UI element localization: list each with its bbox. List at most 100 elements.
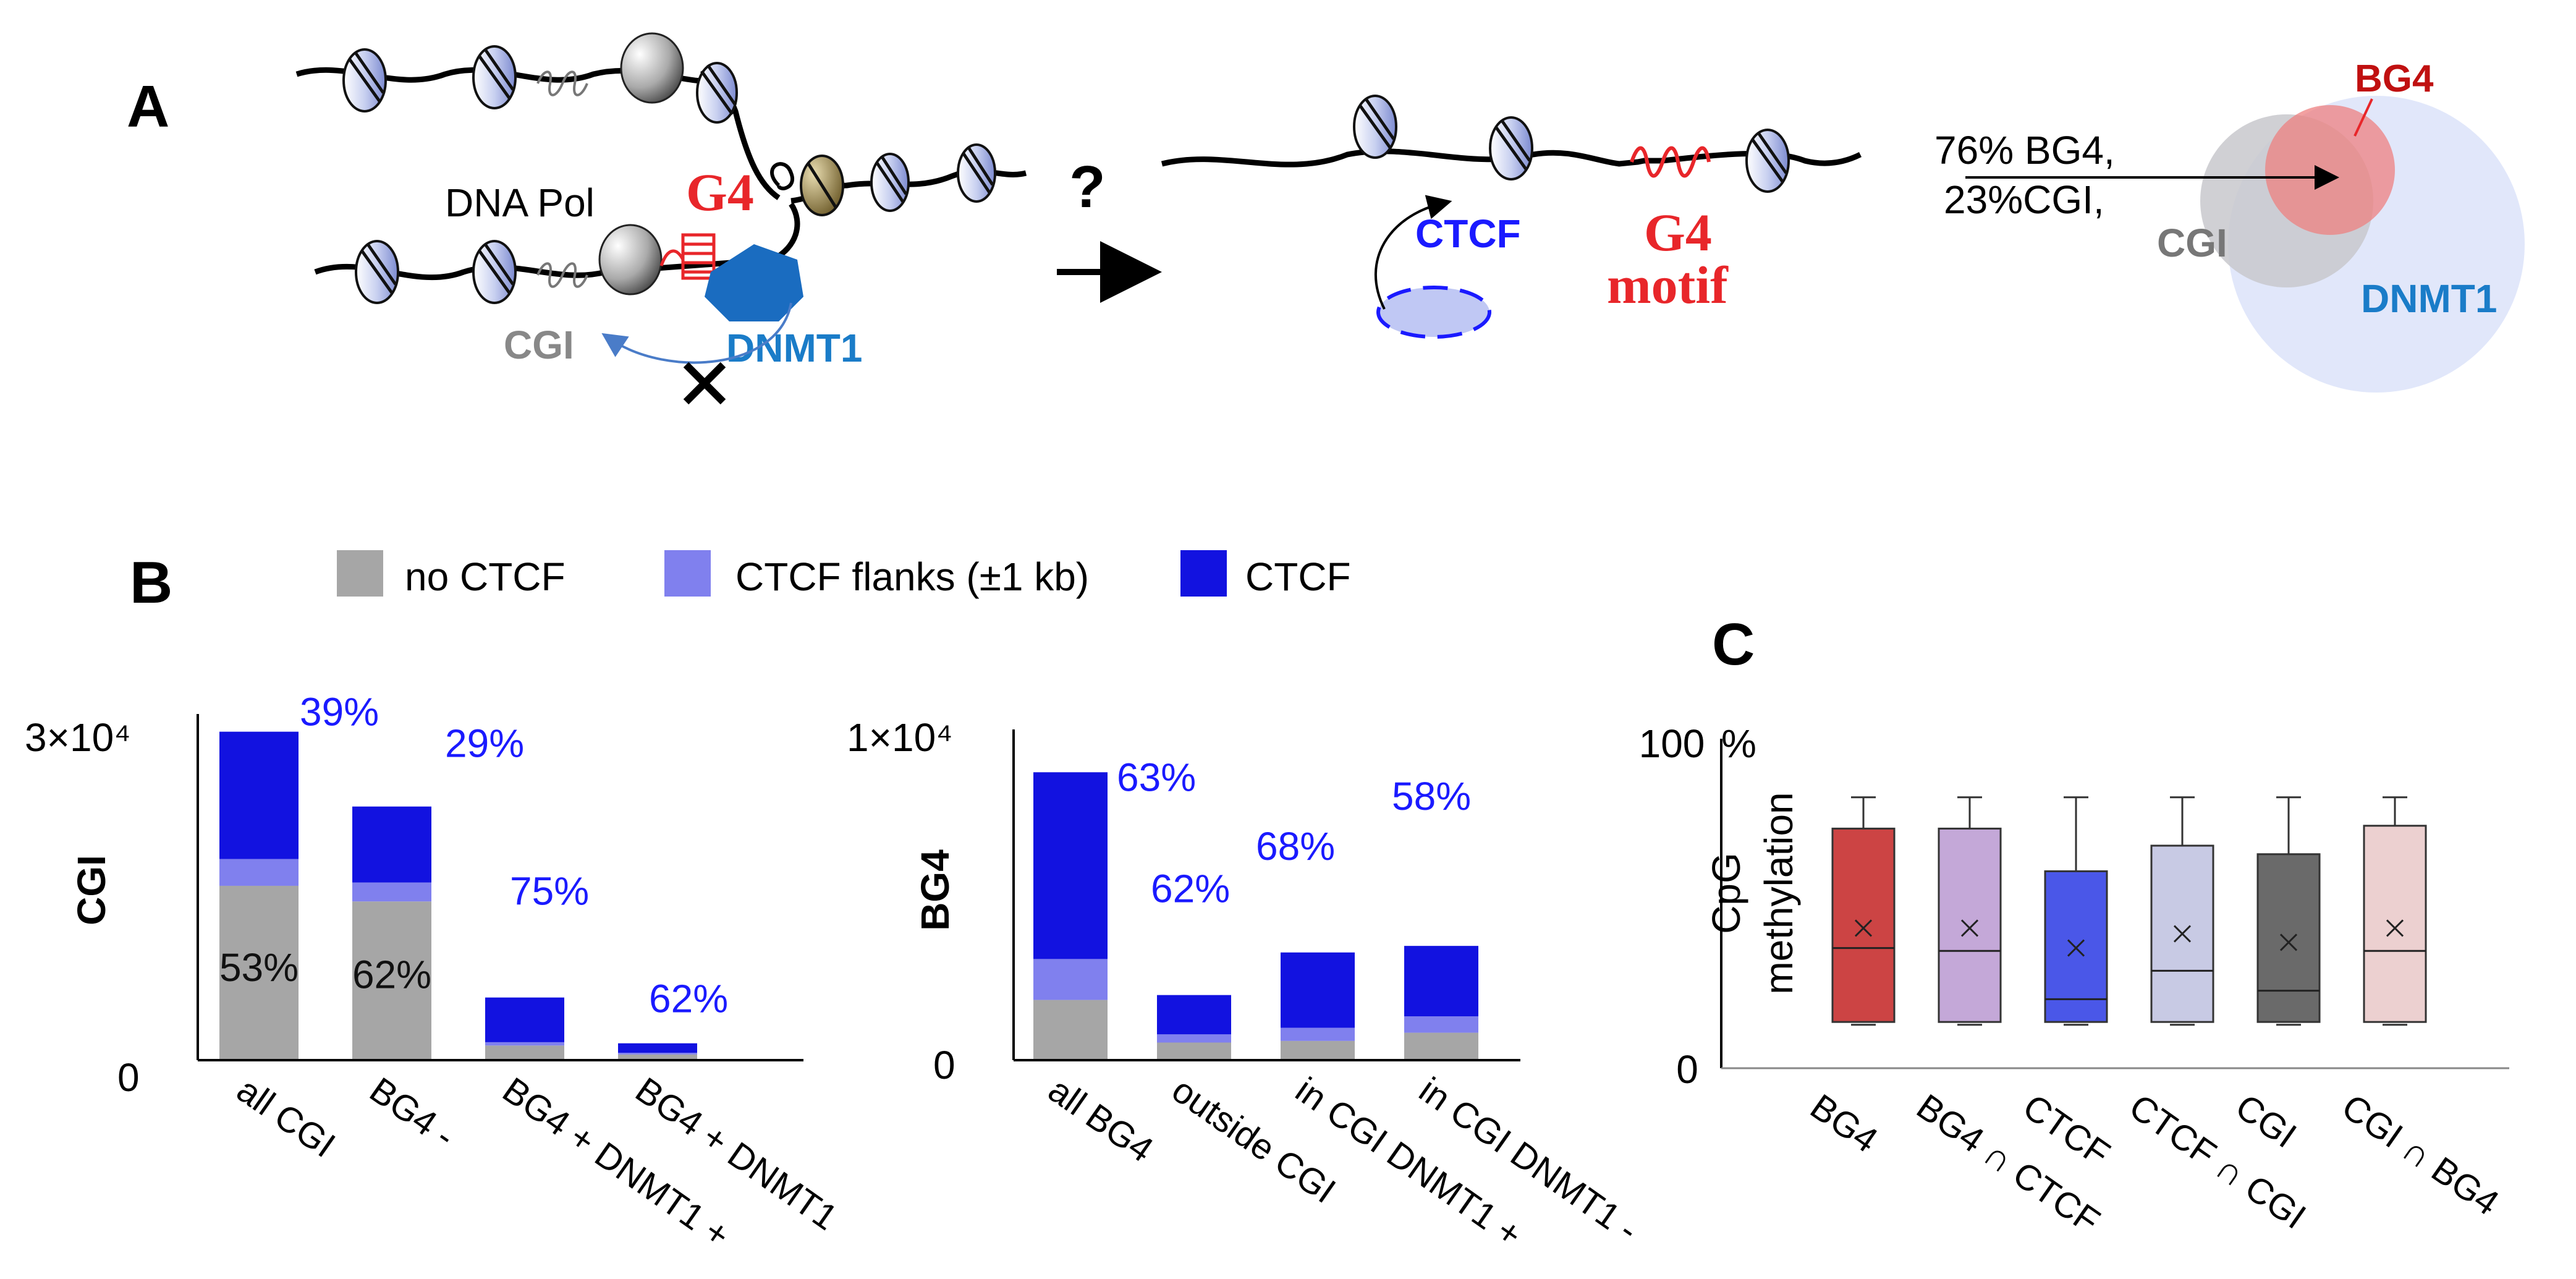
bar-pct-label: 29%	[445, 721, 524, 766]
dnmt1-protein-icon	[705, 244, 803, 321]
g4-motif-label-2: motif	[1607, 255, 1729, 315]
ctcf-label: CTCF	[1415, 211, 1521, 256]
legend-label-ctcf-flanks: CTCF flanks (±1 kb)	[735, 555, 1089, 599]
nucleosome-icon	[957, 143, 996, 203]
bar-pct-label: 62%	[649, 977, 728, 1021]
bar-pct-label: 58%	[1392, 774, 1471, 818]
x-tick-label: all CGI	[230, 1069, 342, 1165]
bar-ctcf-flanks-1-kb--4	[1404, 1016, 1478, 1033]
box-mean-marker	[2067, 939, 2085, 957]
x-tick-label: BG4 + DNMT1 +	[496, 1069, 737, 1256]
bar-no-ctcf-3	[1281, 1040, 1355, 1059]
panel-a-label: A	[127, 74, 169, 140]
venn-bg4-leader	[2354, 98, 2373, 137]
box-mean-marker	[2173, 925, 2192, 943]
bar-ctcf-4	[618, 1043, 697, 1053]
bar-ctcf-flanks-1-kb--2	[352, 882, 431, 902]
box-5	[2256, 853, 2321, 1023]
box-6	[2363, 825, 2427, 1023]
bar-no-ctcf-2	[352, 901, 431, 1059]
bar-ctcf-flanks-1-kb--3	[1281, 1027, 1355, 1041]
venn-stat-line1: 76% BG4,	[1934, 128, 2115, 172]
x-tick-label: BG4 -	[363, 1069, 462, 1156]
cross-icon	[683, 362, 726, 405]
nucleosome-icon	[1489, 116, 1533, 181]
bar-ctcf-4	[1404, 946, 1478, 1017]
chart-bg4-y-label: BG4	[913, 849, 957, 931]
box-2	[1938, 827, 2002, 1023]
dna-loop-icon	[770, 162, 794, 190]
g4-structure-icon	[659, 233, 716, 280]
x-tick-label: BG4 ∩ CTCF	[1910, 1086, 2108, 1241]
chart-methylation-ytick-max: 100	[1639, 721, 1705, 766]
venn-bg4-label: BG4	[2355, 57, 2434, 100]
chart-bg4-ytick-max: 1×10⁴	[847, 715, 953, 760]
chart-cgi-ytick-zero: 0	[117, 1055, 140, 1100]
bar-ctcf-flanks-1-kb--1	[1033, 959, 1108, 1000]
nucleosome-icon	[342, 48, 387, 113]
chart-methylation-y-label-2: methylation	[1756, 792, 1801, 994]
bar-ctcf-flanks-1-kb--3	[485, 1042, 564, 1046]
bar-pct-label: 68%	[1256, 824, 1335, 869]
chart-cgi: 3×10⁴ 0 CGI 39% 53% all CGI 29% 62% BG4 - 75% B…	[25, 690, 845, 1256]
box-mean-marker	[1854, 919, 1873, 937]
nucleosome-icon	[800, 155, 844, 216]
x-tick-label: in CGI DNMT1 +	[1289, 1069, 1530, 1255]
bar-pct-label: 39%	[300, 690, 379, 734]
nucleosome-icon	[355, 240, 399, 304]
bar-no-ctcf-3	[485, 1045, 564, 1059]
box-mean-marker	[2279, 933, 2298, 951]
cgi-label: CGI	[504, 323, 574, 367]
chart-methylation: 100 % 0 CpG methylation BG4 BG4 ∩ CTCFCTC…	[1639, 721, 2509, 1241]
dna-strand-top	[295, 67, 781, 200]
bar-ctcf-1	[219, 731, 299, 859]
bar-ctcf-1	[1033, 772, 1108, 959]
dna-strand-middle	[1161, 148, 1862, 168]
dna-pol-label: DNA Pol	[445, 181, 595, 225]
bar-no-ctcf-1	[219, 885, 299, 1059]
nucleosome-icon	[696, 62, 738, 124]
bar-inner-pct-label: 62%	[352, 952, 431, 996]
ctcf-recruit-arrow	[1374, 195, 1452, 310]
chart-methylation-y-label-1: CpG	[1704, 852, 1748, 934]
chart-bg4-ytick-zero: 0	[933, 1043, 955, 1087]
box-3	[2044, 870, 2108, 1023]
legend-swatch-no-ctcf	[337, 550, 383, 597]
nucleosome-icon	[1745, 129, 1790, 193]
x-tick-label: BG4	[1803, 1086, 1885, 1160]
legend-swatch-ctcf	[1180, 550, 1227, 597]
g4-motif-label-1: G4	[1644, 203, 1712, 262]
venn-dnmt1-label: DNMT1	[2361, 276, 2497, 321]
dna-polymerase-icon	[598, 224, 663, 295]
x-tick-label: all BG4	[1041, 1069, 1161, 1170]
venn-bg4-circle	[2265, 105, 2395, 235]
nucleosome-icon	[870, 153, 910, 212]
bar-ctcf-3	[1281, 952, 1355, 1028]
bar-ctcf-3	[485, 997, 564, 1042]
chart-cgi-y-label: CGI	[69, 855, 114, 925]
box-mean-marker	[2386, 919, 2404, 937]
ctcf-binding-oval	[1376, 286, 1491, 339]
dnmt1-label: DNMT1	[726, 326, 862, 370]
bar-pct-label: 63%	[1117, 755, 1196, 799]
legend-label-ctcf: CTCF	[1245, 555, 1351, 599]
venn-stat-line2: 23%CGI,	[1944, 177, 2104, 222]
bar-pct-label: 62%	[1151, 867, 1230, 911]
legend: no CTCF CTCF flanks (±1 kb) CTCF	[337, 550, 1351, 599]
bar-no-ctcf-4	[1404, 1032, 1478, 1059]
dna-polymerase-icon	[620, 32, 684, 104]
x-tick-label: CGI	[2229, 1086, 2304, 1155]
panel-b-label: B	[130, 550, 172, 616]
bar-ctcf-2	[352, 806, 431, 883]
box-1	[1831, 827, 1896, 1023]
bar-no-ctcf-2	[1157, 1042, 1231, 1059]
venn-cgi-label: CGI	[2157, 221, 2227, 265]
bar-ctcf-flanks-1-kb--4	[618, 1053, 697, 1055]
bar-pct-label: 75%	[510, 869, 589, 914]
x-tick-label: CGI ∩ BG4	[2335, 1086, 2506, 1223]
g4-label: G4	[686, 163, 754, 222]
question-mark: ?	[1069, 154, 1106, 220]
bar-no-ctcf-4	[618, 1054, 697, 1059]
